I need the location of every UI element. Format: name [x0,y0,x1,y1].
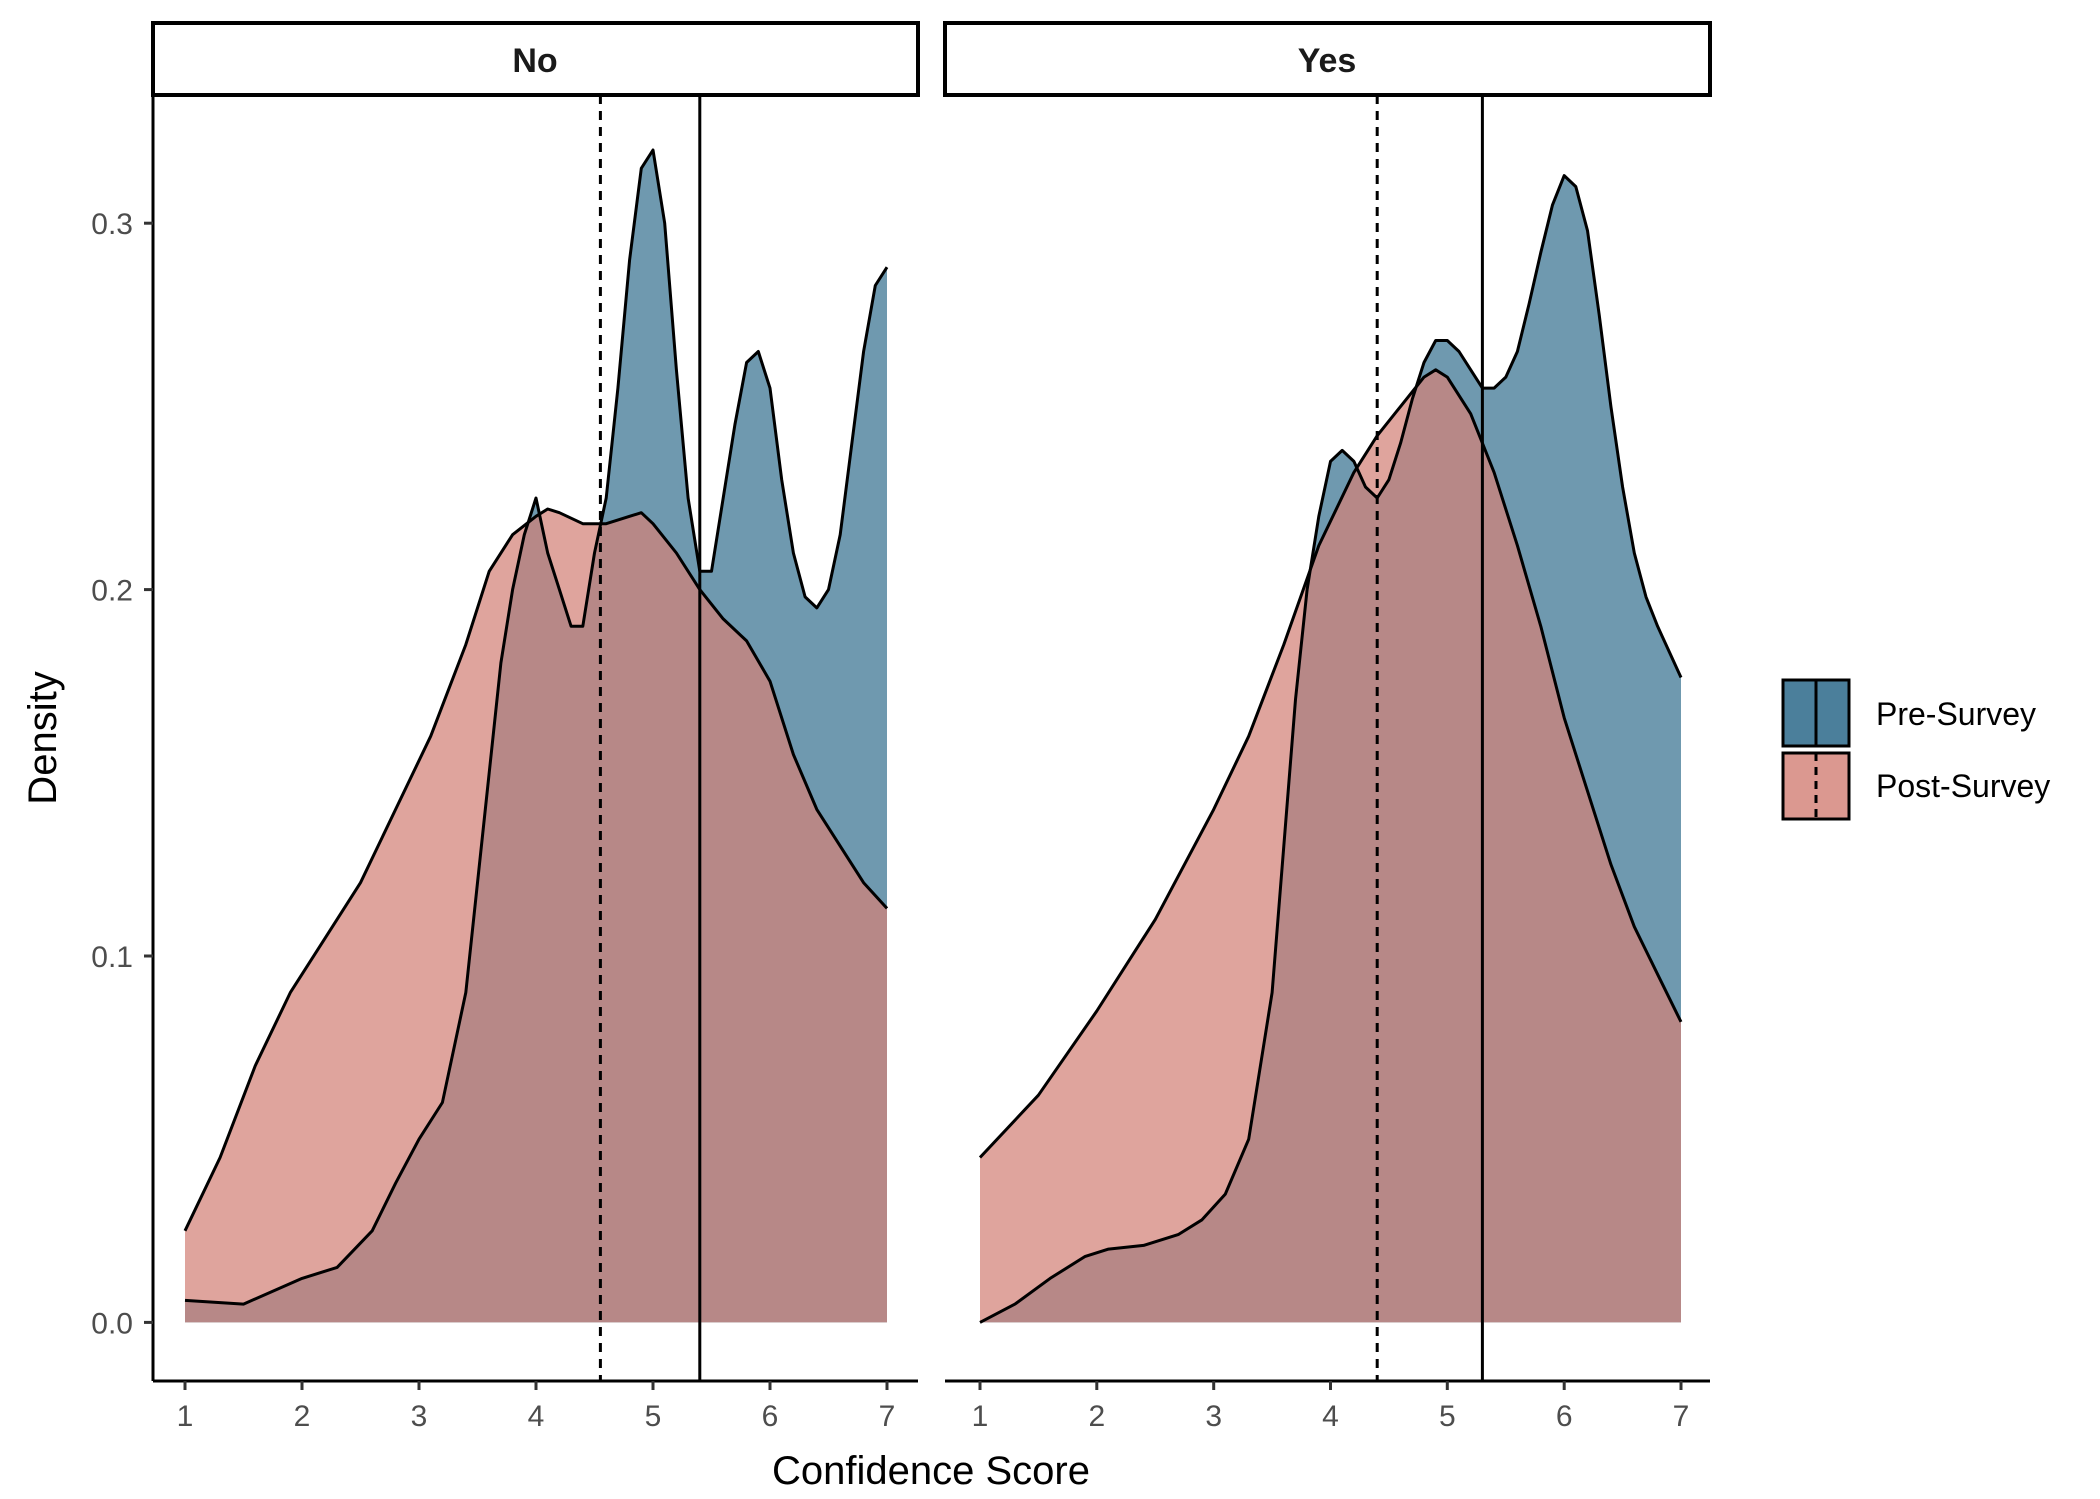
legend: Pre-Survey Post-Survey [1781,678,2050,821]
y-tick-label: 0.1 [91,941,133,974]
y-axis-title: Density [21,671,65,804]
x-axis-title: Confidence Score [772,1449,1090,1493]
strip-yes [943,21,1712,97]
x-tick-label: 1 [177,1400,194,1433]
strip-label-yes: Yes [1298,42,1357,80]
y-ticks: 0.0 0.1 0.2 0.3 [91,208,153,1340]
legend-item-pre-survey: Pre-Survey [1781,678,2036,748]
x-ticks-yes: 1 2 3 4 5 6 7 [972,1381,1690,1433]
density-curve-post-survey-no [183,507,889,1232]
legend-label-post-survey: Post-Survey [1876,768,2050,804]
x-tick-label: 3 [411,1400,428,1433]
x-tick-label: 2 [1088,1400,1105,1433]
y-tick-label: 0.2 [91,575,133,608]
x-tick-label: 7 [879,1400,896,1433]
density-area-post-survey-yes [980,369,1681,1323]
x-tick-label: 4 [1322,1400,1339,1433]
x-tick-label: 5 [1439,1400,1456,1433]
y-tick-label: 0.0 [91,1307,133,1340]
x-tick-label: 6 [1556,1400,1573,1433]
x-tick-label: 3 [1205,1400,1222,1433]
y-tick-label: 0.3 [91,208,133,241]
x-tick-label: 6 [762,1400,779,1433]
x-tick-label: 5 [645,1400,662,1433]
strip-no [151,21,920,97]
plot-area-yes [978,95,1683,1381]
panel-yes: Yes 1 2 3 4 5 6 7 [943,21,1712,1433]
legend-label-pre-survey: Pre-Survey [1876,696,2036,732]
x-tick-label: 1 [972,1400,989,1433]
density-curve-pre-survey-no [184,148,889,1306]
x-tick-label: 2 [294,1400,311,1433]
panel-no: No 1 2 3 4 5 6 7 [151,21,920,1433]
strip-label-no: No [512,42,557,80]
density-curve-post-survey-yes [978,368,1683,1159]
density-curve-pre-survey-yes [979,174,1683,1324]
x-tick-label: 4 [528,1400,545,1433]
density-area-post-survey-no [185,509,887,1323]
legend-item-post-survey: Post-Survey [1781,751,2050,821]
plot-area-no [183,95,889,1381]
x-ticks-no: 1 2 3 4 5 6 7 [177,1381,896,1433]
x-tick-label: 7 [1673,1400,1690,1433]
